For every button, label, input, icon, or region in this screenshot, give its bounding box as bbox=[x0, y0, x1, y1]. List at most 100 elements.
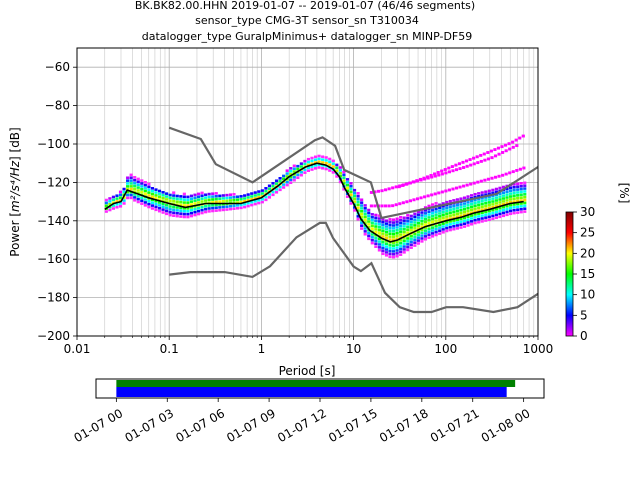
ppsd-bin bbox=[161, 202, 165, 206]
y-tick-label: −120 bbox=[37, 175, 70, 189]
ppsd-bin bbox=[477, 197, 481, 201]
ppsd-bin bbox=[352, 200, 357, 203]
ppsd-bin bbox=[466, 218, 470, 221]
ppsd-bin bbox=[147, 205, 151, 209]
ppsd-bin bbox=[289, 169, 293, 173]
ppsd-bin bbox=[200, 200, 204, 203]
ppsd-bin bbox=[409, 237, 413, 241]
ppsd-bin bbox=[111, 198, 115, 202]
ppsd-bin bbox=[356, 206, 360, 210]
ppsd-bin bbox=[384, 225, 389, 228]
ppsd-bin bbox=[200, 197, 204, 200]
ppsd-bin bbox=[427, 233, 431, 237]
ppsd-bin bbox=[491, 205, 495, 209]
ppsd-bin bbox=[459, 220, 463, 224]
ppsd-bin bbox=[447, 170, 451, 174]
ppsd-bin bbox=[186, 195, 190, 199]
ppsd-bin bbox=[505, 190, 509, 194]
ppsd-bin bbox=[402, 251, 406, 254]
ppsd-bin bbox=[438, 206, 442, 209]
ppsd-bin bbox=[296, 167, 300, 171]
ppsd-bin bbox=[445, 218, 449, 221]
ppsd-bin bbox=[484, 219, 488, 222]
ppsd-bin bbox=[438, 223, 442, 227]
ppsd-bin bbox=[395, 217, 399, 221]
ppsd-bin bbox=[426, 194, 430, 198]
ppsd-bin bbox=[211, 192, 215, 196]
ppsd-bin bbox=[452, 227, 456, 231]
ppsd-bin bbox=[136, 183, 140, 186]
ppsd-bin bbox=[221, 205, 225, 209]
ppsd-bin bbox=[373, 190, 377, 194]
ppsd-bin bbox=[126, 182, 130, 185]
ppsd-bin bbox=[430, 175, 434, 179]
ppsd-bin bbox=[470, 222, 474, 226]
ppsd-bin bbox=[487, 195, 491, 198]
ppsd-bin bbox=[466, 221, 470, 224]
ppsd-bin bbox=[498, 186, 502, 190]
psd-coverage-bar bbox=[116, 387, 507, 397]
ppsd-bin bbox=[374, 239, 378, 243]
y-axis-label: Power [m²/s⁴/Hz] [dB] bbox=[8, 127, 22, 256]
low-noise-model-line bbox=[169, 221, 538, 314]
ppsd-bin bbox=[133, 190, 137, 193]
timeline-tick-label: 01-07 18 bbox=[377, 406, 431, 445]
ppsd-bin bbox=[179, 209, 183, 213]
ppsd-bin bbox=[508, 171, 512, 175]
ppsd-bin bbox=[459, 206, 463, 209]
ppsd-bin bbox=[172, 197, 176, 200]
ppsd-bin bbox=[189, 208, 194, 212]
ppsd-bin bbox=[381, 252, 385, 256]
ppsd-bin bbox=[150, 189, 155, 193]
ppsd-bin bbox=[367, 208, 371, 212]
ppsd-bin bbox=[412, 198, 416, 202]
ppsd-bin bbox=[246, 193, 250, 196]
ppsd-bin bbox=[452, 204, 456, 208]
ppsd-bin bbox=[466, 201, 470, 204]
colorbar-tick-label: 0 bbox=[580, 329, 588, 343]
ppsd-bin bbox=[374, 213, 378, 217]
ppsd-bin bbox=[232, 207, 236, 210]
ppsd-bin bbox=[455, 209, 459, 213]
ppsd-bin bbox=[338, 174, 342, 178]
ppsd-bin bbox=[246, 196, 250, 199]
ppsd-bin bbox=[211, 206, 215, 210]
ppsd-bin bbox=[381, 217, 385, 221]
ppsd-bin bbox=[388, 249, 392, 253]
ppsd-bin bbox=[352, 188, 357, 192]
ppsd-bin bbox=[523, 207, 527, 211]
ppsd-bin bbox=[454, 163, 458, 167]
ppsd-bin bbox=[509, 198, 513, 201]
ppsd-bin bbox=[470, 199, 474, 203]
ppsd-bin bbox=[133, 178, 137, 182]
ppsd-bin bbox=[459, 211, 463, 215]
ppsd-bin bbox=[370, 224, 374, 228]
ppsd-bin bbox=[388, 226, 392, 230]
high-noise-model-line bbox=[168, 126, 538, 220]
ppsd-bin bbox=[413, 235, 417, 239]
ppsd-bin bbox=[175, 197, 179, 201]
ppsd-bin bbox=[462, 219, 467, 223]
ppsd-bin bbox=[157, 189, 162, 193]
x-tick-label: 100 bbox=[434, 342, 457, 356]
ppsd-bin bbox=[501, 211, 506, 215]
ppsd-bin bbox=[391, 247, 396, 250]
ppsd-bin bbox=[292, 167, 296, 170]
ppsd-bin bbox=[136, 180, 140, 184]
ppsd-bin bbox=[157, 209, 162, 213]
ppsd-bin bbox=[505, 193, 509, 196]
ppsd-bin bbox=[477, 218, 481, 221]
ppsd-bin bbox=[367, 211, 371, 215]
ppsd-bin bbox=[118, 205, 123, 208]
ppsd-bin bbox=[408, 199, 412, 203]
ppsd-bin bbox=[402, 233, 406, 237]
ppsd-bin bbox=[381, 223, 385, 227]
ppsd-bin bbox=[274, 182, 279, 185]
ppsd-bin bbox=[147, 191, 151, 194]
y-tick-label: −60 bbox=[45, 60, 70, 74]
ppsd-bin bbox=[289, 167, 293, 170]
ppsd-bin bbox=[179, 197, 183, 201]
ppsd-bin bbox=[374, 236, 378, 240]
ppsd-bin bbox=[423, 232, 428, 235]
ppsd-bin bbox=[289, 172, 293, 176]
